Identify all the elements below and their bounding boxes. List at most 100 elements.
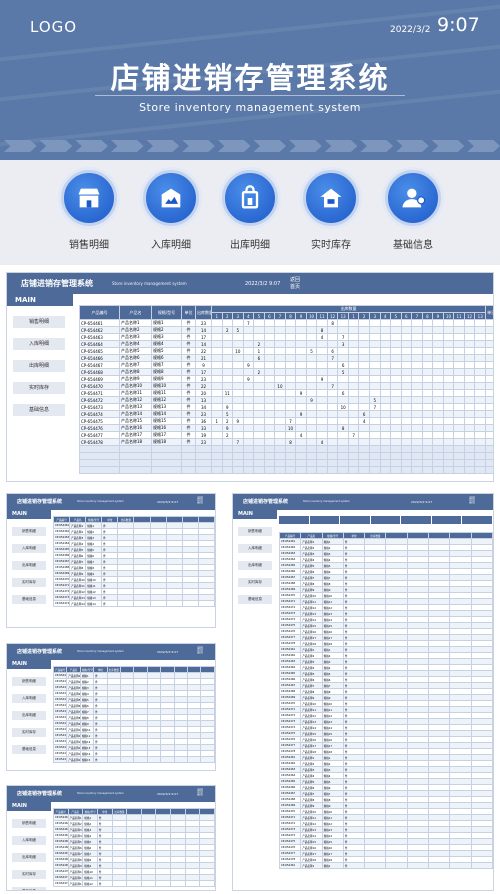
day-cell [284,403,297,411]
home-link[interactable]: 首页 [197,499,204,504]
table-row[interactable]: CP-654468 产品名称8 规格8 件 17 2 5 [79,368,493,376]
sidebar-item[interactable]: 出库明细 [12,853,46,862]
table-row[interactable]: CP-654463 产品名称3 规格3 件 17 4 7 [79,333,493,341]
sidebar-item[interactable]: 入库明细 [12,544,46,553]
day-cell [337,382,349,390]
home-link[interactable]: 首页 [197,649,204,654]
day-cell [379,389,392,397]
day-cell: 9 [295,389,307,397]
inbound-detail-thumbnail[interactable]: 店铺进销存管理系统 Store inventory management sys… [6,643,216,771]
nav-realtime-stock[interactable]: 实时库存 [291,170,371,260]
day-cell [463,410,476,418]
back-link[interactable]: 返回 [469,496,476,500]
back-link[interactable]: 返回 [290,277,301,283]
sidebar-item[interactable]: 实时库存 [12,578,46,587]
product-code: CP-654474 [52,600,71,607]
product-spec: 规格2 [151,326,182,334]
day-cell [432,333,444,341]
table-row[interactable]: CP-654477 产品名称17 规格17 件 19 2 4 7 [79,431,493,439]
day-cell [474,410,487,418]
day-cell [211,361,223,369]
home-link[interactable]: 首页 [290,283,301,290]
day-cell: 10 [337,403,349,411]
day-header: 12 [326,312,339,320]
back-link[interactable]: 返回 [197,788,204,792]
sidebar-item[interactable]: 出库明细 [12,561,46,570]
table-row[interactable]: CP-654473 产品名称13 规格13 件 34 9 10 7 [79,403,493,411]
column-header[interactable]: 产品名 [119,305,152,320]
table-row[interactable]: CP-654467 产品名称7 规格7 件 9 9 6 [79,361,493,369]
sidebar-item[interactable]: 销售明细 [12,677,46,686]
day-cell [347,375,360,383]
day-cell [242,431,255,439]
sidebar-item[interactable]: 入库明细 [12,836,46,845]
column-header[interactable]: 产品编号 [79,305,120,320]
nav-sales-detail[interactable]: 销售明细 [49,170,129,260]
column-header[interactable]: 出库数量 [195,305,212,320]
table-row[interactable]: CP-654470 产品名称10 规格10 件 22 10 7 [79,382,493,390]
column-header[interactable]: 规格/型号 [151,305,182,320]
sidebar-item[interactable]: 实时库存 [12,728,46,737]
table-row[interactable]: CP-654462 产品名称2 规格2 件 14 2 5 8 [79,326,493,334]
day-header: 6 [263,312,276,320]
table-row[interactable]: CP-654476 产品名称16 规格16 件 33 9 10 8 [79,424,493,432]
sidebar-item[interactable]: 入库明细 [238,544,272,553]
table-row[interactable]: CP-654465 产品名称5 规格5 件 22 10 1 5 6 [79,347,493,355]
sidebar-item-outbound[interactable]: 出库明细 [13,360,65,372]
table-row[interactable]: CP-654469 产品名称9 规格9 件 23 9 9 [79,375,493,383]
sidebar-item[interactable]: 基础信息 [12,745,46,754]
sidebar-item[interactable]: 实时库存 [12,870,46,879]
day-cell: 6 [358,410,370,418]
table-row: CP-654478 产品名称18 规格18 件 [278,640,493,647]
table-row[interactable]: CP-654464 产品名称4 规格4 件 14 2 3 [79,340,493,348]
product-qty: 22 [195,382,212,390]
day-cell [211,326,223,334]
table-row[interactable]: CP-654472 产品名称12 规格12 件 13 9 5 [79,396,493,404]
sidebar-item[interactable]: 出库明细 [12,711,46,720]
sidebar-item[interactable]: 基础信息 [238,595,272,604]
sales-detail-thumbnail[interactable]: 店铺进销存管理系统 Store inventory management sys… [6,493,216,628]
table-row[interactable]: CP-654461 产品名称1 规格1 件 23 7 8 [79,319,493,327]
back-link[interactable]: 返回 [197,496,204,500]
column-header[interactable]: 单位 [181,305,196,320]
sidebar-item[interactable]: 销售明细 [12,527,46,536]
product-code: CP-654474 [79,410,120,418]
sidebar-item[interactable]: 销售明细 [12,819,46,828]
nav-inbound-detail[interactable]: 入库明细 [131,170,211,260]
subtotal-cell [485,417,493,425]
nav-basic-info[interactable]: 基础信息 [373,170,453,260]
day-cell [305,382,318,390]
sidebar-item-sales[interactable]: 销售明细 [13,316,65,328]
sidebar-item-inbound[interactable]: 入库明细 [13,338,65,350]
sidebar-item[interactable]: 销售明细 [238,527,272,536]
sidebar-item-stock[interactable]: 实时库存 [13,382,65,394]
day-cell [442,368,455,376]
sidebar-item[interactable]: 出库明细 [238,561,272,570]
table-row[interactable]: CP-654478 产品名称18 规格18 件 23 7 8 4 [79,438,493,446]
day-cell [211,403,223,411]
sidebar-item-info[interactable]: 基础信息 [13,404,65,416]
table-row[interactable]: CP-654466 产品名称6 规格6 件 21 6 7 [79,354,493,362]
nav-outbound-detail[interactable]: 出库明细 [210,170,290,260]
basic-info-thumbnail[interactable]: 店铺进销存管理系统 Store inventory management sys… [6,785,216,891]
home-link[interactable]: 首页 [469,499,476,504]
sidebar-item[interactable]: 入库明细 [12,694,46,703]
main-nav: 销售明细 入库明细 出库明细 实时库存 基础信息 [0,160,500,265]
sidebar-item[interactable]: 基础信息 [12,887,46,890]
day-cell [400,375,413,383]
day-cell [432,424,444,432]
table-row[interactable]: CP-654475 产品名称15 规格15 件 36 1 2 9 7 4 [79,417,493,425]
day-cell [379,438,392,446]
back-link[interactable]: 返回 [197,646,204,650]
table-row[interactable]: CP-654471 产品名称11 规格11 件 20 11 9 6 [79,389,493,397]
table-row[interactable]: CP-654474 产品名称14 规格14 件 23 5 9 6 [79,410,493,418]
sidebar-item[interactable]: 实时库存 [238,578,272,587]
home-link[interactable]: 首页 [197,791,204,796]
stock-detail-thumbnail[interactable]: 店铺进销存管理系统 Store inventory management sys… [232,493,494,891]
day-cell [211,354,223,362]
sidebar-item[interactable]: 基础信息 [12,595,46,604]
